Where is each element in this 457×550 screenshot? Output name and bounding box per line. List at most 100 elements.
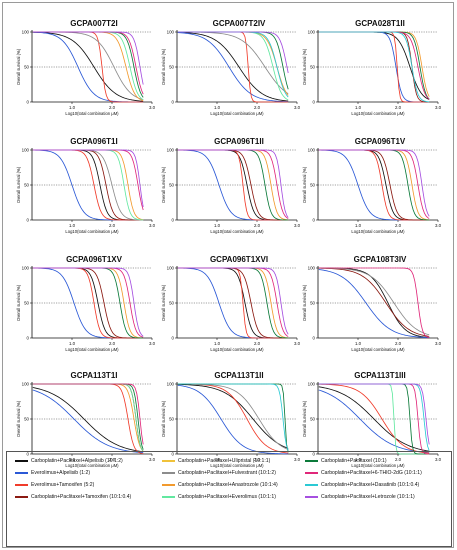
legend-swatch: [15, 460, 28, 462]
panel-gcpa096t1v: GCPA096T1V 0 50 100 1.0 2.0 3.0 Log10(total com…: [302, 137, 442, 234]
curve-series-10: [177, 149, 289, 219]
x-tick-label: 3.0: [149, 105, 156, 110]
curve-series-12: [32, 267, 144, 337]
y-tick-label: 50: [24, 417, 29, 422]
legend-label: Carboplatin+Paclitaxel+Anastrozole (10:1…: [178, 482, 278, 488]
y-tick-label: 50: [169, 417, 174, 422]
x-tick-label: 3.0: [294, 457, 301, 462]
curve-series-1: [318, 31, 430, 100]
y-tick-label: 100: [22, 266, 30, 271]
panel-gcpa028t1ii: GCPA028T1II 0 50 100 1.0 2.0 3.0 Log10(total co…: [302, 19, 442, 116]
curve-series-9: [32, 383, 144, 450]
curve-series-10: [32, 267, 144, 338]
curve-series-10: [32, 31, 144, 95]
curve-series-2: [177, 384, 289, 455]
curve-series-1: [318, 386, 430, 452]
curve-series-11: [318, 383, 430, 451]
panel-gcpa007t2i: GCPA007T2I 0 50 100 1.0 2.0 3.0 Log10(total com…: [16, 19, 156, 116]
curve-series-1: [32, 387, 144, 453]
legend-swatch: [162, 496, 175, 498]
panel-gcpa096t1ii: GCPA096T1II 0 50 100 1.0 2.0 3.0 Log10(total co…: [161, 137, 301, 234]
x-tick-label: 3.0: [435, 223, 442, 228]
legend-swatch: [15, 472, 28, 474]
y-tick-label: 0: [172, 100, 175, 105]
y-tick-label: 50: [310, 417, 315, 422]
x-tick-label: 3.0: [435, 341, 442, 346]
panel-gcpa113t1ii: GCPA113T1II 0 50 100 1.0 2.0 3.0 Log10(total co…: [161, 371, 301, 468]
curve-series-4: [318, 267, 430, 337]
y-tick-label: 50: [169, 183, 174, 188]
x-tick-label: 3.0: [149, 223, 156, 228]
panel-title: GCPA096T1I: [70, 137, 117, 146]
panel-title: GCPA113T1I: [71, 371, 118, 380]
x-axis-label: Log10(total combination μM): [210, 111, 264, 116]
x-axis-label: Log10(total combination μM): [210, 347, 264, 352]
legend-label: Carboplatin+Paclitaxel+Fulvestrant (10:1…: [178, 470, 276, 476]
curve-series-11: [177, 383, 289, 451]
curve-series-9: [32, 31, 144, 98]
x-tick-label: 2.0: [254, 105, 261, 110]
x-tick-label: 2.0: [395, 457, 402, 462]
legend-label: Carboplatin+Paclitaxel+Tamoxifen (10:1:0…: [31, 494, 132, 500]
y-tick-label: 0: [313, 100, 316, 105]
curve-series-12: [318, 383, 430, 445]
x-tick-label: 1.0: [69, 105, 76, 110]
curve-series-2: [318, 389, 430, 454]
y-tick-label: 50: [310, 183, 315, 188]
panel-title: GCPA096T1II: [214, 137, 264, 146]
legend-swatch: [162, 472, 175, 474]
x-tick-label: 2.0: [254, 341, 261, 346]
y-axis-label: Overall survival (%): [302, 400, 307, 437]
y-tick-label: 0: [172, 336, 175, 341]
y-tick-label: 50: [24, 301, 29, 306]
panel-title: GCPA113T1II: [214, 371, 263, 380]
y-tick-label: 100: [308, 382, 316, 387]
x-axis-label: Log10(total combination μM): [351, 229, 405, 234]
y-tick-label: 100: [22, 30, 30, 35]
curve-series-9: [318, 31, 430, 100]
legend-label: Everolimus+Alpelisib (1:2): [31, 470, 91, 476]
panel-title: GCPA096T1V: [355, 137, 406, 146]
x-axis-label: Log10(total combination μM): [65, 111, 119, 116]
y-tick-label: 50: [24, 65, 29, 70]
x-tick-label: 1.0: [214, 457, 221, 462]
x-tick-label: 3.0: [294, 223, 301, 228]
legend-swatch: [162, 484, 175, 486]
panel-title: GCPA096T1XVI: [210, 255, 268, 264]
y-tick-label: 0: [27, 452, 30, 457]
y-tick-label: 0: [313, 218, 316, 223]
y-tick-label: 50: [310, 301, 315, 306]
curve-series-10: [318, 267, 430, 339]
curve-series-1: [177, 31, 289, 102]
x-tick-label: 2.0: [254, 223, 261, 228]
x-tick-label: 3.0: [294, 105, 301, 110]
panel-gcpa096t1xv: GCPA096T1XV 0 50 100 1.0 2.0 3.0 Log10(total co…: [16, 255, 156, 352]
y-axis-label: Overall survival (%): [16, 48, 21, 85]
panel-gcpa096t1i: GCPA096T1I 0 50 100 1.0 2.0 3.0 Log10(total com…: [16, 137, 156, 234]
x-tick-label: 1.0: [355, 457, 362, 462]
curve-series-7: [177, 31, 289, 96]
legend-label: Carboplatin+Paclitaxel+Ulipristal (10:1:…: [178, 458, 271, 464]
x-tick-label: 1.0: [355, 341, 362, 346]
x-axis-label: Log10(total combination μM): [65, 463, 119, 468]
curve-series-2: [177, 32, 289, 103]
curve-series-10: [32, 383, 144, 445]
x-tick-label: 3.0: [294, 341, 301, 346]
curve-series-9: [177, 383, 289, 453]
curve-series-11: [177, 31, 289, 98]
curve-series-10: [318, 31, 430, 100]
x-tick-label: 2.0: [109, 341, 116, 346]
y-tick-label: 0: [27, 218, 30, 223]
y-tick-label: 0: [172, 452, 175, 457]
y-axis-label: Overall survival (%): [161, 48, 166, 85]
y-tick-label: 100: [308, 266, 316, 271]
x-tick-label: 1.0: [69, 223, 76, 228]
x-tick-label: 3.0: [149, 341, 156, 346]
curve-series-1: [32, 31, 144, 102]
legend-swatch: [15, 496, 28, 498]
y-tick-label: 100: [308, 30, 316, 35]
curve-series-7: [32, 31, 144, 102]
panel-title: GCPA007T2I: [70, 19, 117, 28]
legend-swatch: [15, 484, 28, 486]
